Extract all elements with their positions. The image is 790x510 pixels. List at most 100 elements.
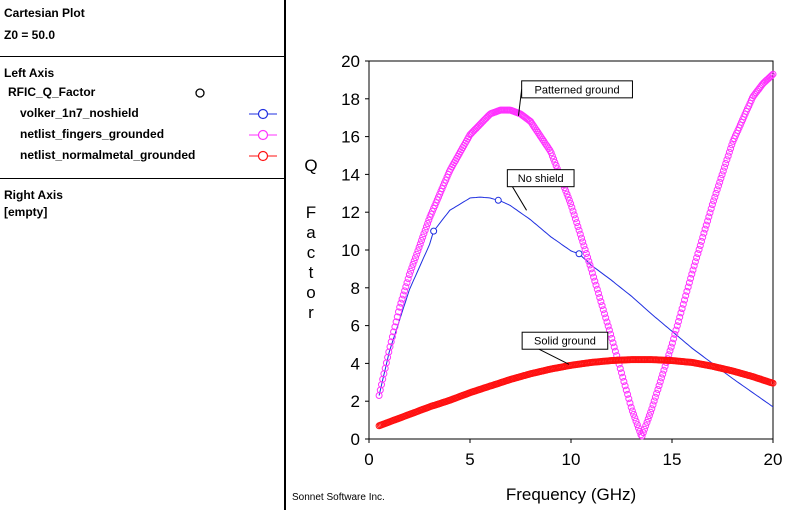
annotation-box (506, 169, 575, 188)
y-tick-label: 18 (341, 90, 360, 109)
data-point (527, 118, 535, 125)
data-point (712, 189, 720, 197)
data-point (564, 193, 572, 201)
data-point (631, 414, 639, 422)
data-point (547, 149, 555, 157)
trace-legend-icon (249, 108, 277, 120)
data-point (616, 365, 624, 372)
data-point (544, 143, 552, 151)
data-point (584, 253, 592, 261)
data-point (595, 289, 602, 297)
data-point (591, 277, 599, 285)
data-point (575, 226, 583, 234)
data-point (678, 305, 686, 313)
data-point (398, 295, 406, 303)
data-point (565, 196, 573, 204)
data-point (418, 237, 425, 244)
data-point (419, 233, 427, 241)
y-tick-label: 2 (351, 392, 360, 411)
data-point (598, 302, 606, 310)
data-point (668, 339, 676, 347)
data-point (529, 121, 537, 129)
data-point (660, 366, 668, 374)
data-point (722, 160, 730, 167)
data-point (585, 257, 593, 265)
data-point (677, 309, 685, 317)
parameter-row[interactable]: RFIC_Q_Factor (0, 82, 284, 103)
data-point (548, 152, 556, 160)
data-point (647, 408, 655, 416)
y-tick-label: 14 (341, 165, 360, 184)
data-point (608, 334, 616, 342)
trace-row[interactable]: netlist_fingers_grounded (0, 124, 284, 145)
impedance-label: Z0 = 50.0 (4, 28, 56, 42)
data-point (415, 243, 423, 251)
data-point (533, 127, 541, 135)
data-point (576, 230, 584, 238)
data-point (569, 207, 577, 215)
data-point (628, 407, 636, 415)
data-point (644, 415, 652, 423)
data-point (563, 190, 571, 198)
data-point (580, 242, 588, 250)
data-point (713, 186, 721, 194)
data-point (654, 386, 662, 393)
data-point (590, 273, 598, 281)
data-point (685, 279, 693, 287)
plot-frame (368, 60, 774, 440)
data-point (637, 431, 645, 439)
data-point (698, 237, 705, 245)
right-axis-section: Right Axis [empty] (0, 179, 284, 221)
data-point (711, 193, 719, 201)
data-point (579, 238, 587, 246)
data-point (717, 174, 725, 182)
data-point (621, 382, 629, 390)
y-tick-label: 4 (351, 354, 360, 373)
annotation-label: Solid ground (534, 336, 596, 348)
data-point (536, 132, 544, 140)
data-point (650, 397, 658, 405)
data-point (573, 219, 581, 227)
data-point (602, 314, 610, 322)
legend-panel: Cartesian Plot Z0 = 50.0 Left Axis RFIC_… (0, 0, 286, 510)
data-point (416, 240, 424, 248)
x-axis-title: Frequency (GHz) (506, 485, 636, 504)
data-point (539, 136, 547, 144)
data-point (619, 373, 627, 381)
data-point (769, 70, 777, 78)
q-factor-chart: Patterned ground No shield Solid ground 0 2… (292, 52, 782, 504)
data-point (587, 265, 595, 273)
data-point (688, 270, 696, 278)
data-point (671, 330, 679, 338)
data-point (618, 369, 625, 377)
data-point (635, 424, 642, 432)
data-point (570, 211, 578, 219)
data-point (641, 425, 648, 433)
data-point (702, 221, 710, 229)
data-point (387, 338, 395, 346)
data-point (395, 308, 402, 316)
data-point (407, 267, 415, 275)
right-axis-header: Right Axis (4, 188, 63, 202)
data-point (542, 141, 550, 149)
trace-row[interactable]: volker_1n7_noshield (0, 103, 284, 124)
data-point (655, 382, 663, 390)
data-point (551, 158, 559, 166)
data-point (430, 227, 438, 235)
data-point (707, 205, 715, 213)
data-point (552, 162, 560, 169)
data-point (604, 322, 612, 330)
data-point (679, 300, 687, 308)
data-point (568, 203, 576, 211)
data-point (638, 432, 646, 440)
data-point (653, 389, 661, 397)
data-point (603, 318, 611, 326)
data-point (649, 401, 657, 409)
data-point (630, 410, 638, 418)
chart-area: Patterned ground No shield Solid ground 0 2… (286, 0, 790, 510)
data-point (393, 313, 401, 321)
data-point (718, 171, 726, 179)
trace-row[interactable]: netlist_normalmetal_grounded (0, 145, 284, 166)
data-point (691, 258, 699, 266)
data-point (695, 246, 703, 253)
